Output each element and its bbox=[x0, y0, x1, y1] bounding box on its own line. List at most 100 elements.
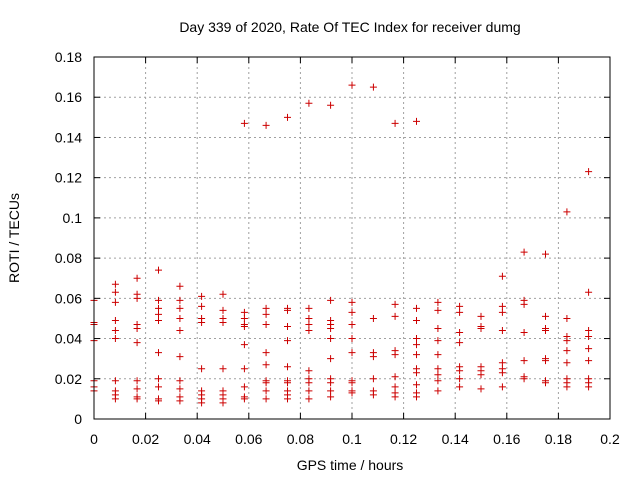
data-point-plus bbox=[176, 282, 184, 290]
data-point-plus bbox=[111, 327, 119, 335]
data-point-plus bbox=[498, 327, 506, 335]
data-point-plus bbox=[585, 327, 593, 335]
data-point-plus bbox=[348, 308, 356, 316]
data-point-plus bbox=[542, 250, 549, 258]
data-points bbox=[90, 81, 593, 407]
x-axis-label: GPS time / hours bbox=[297, 457, 404, 473]
data-point-plus bbox=[348, 298, 356, 306]
data-point-plus bbox=[327, 325, 335, 332]
data-point-plus bbox=[327, 355, 335, 363]
data-point-plus bbox=[305, 387, 313, 395]
y-tick-label: 0.16 bbox=[55, 89, 82, 105]
x-tick-label: 0.12 bbox=[390, 431, 417, 447]
data-point-plus bbox=[305, 304, 313, 312]
data-point-plus bbox=[155, 349, 162, 357]
data-point-plus bbox=[348, 81, 356, 89]
data-point-plus bbox=[434, 365, 442, 373]
data-point-plus bbox=[563, 314, 571, 322]
data-point-plus bbox=[477, 312, 485, 320]
data-point-plus bbox=[391, 351, 399, 359]
x-tick-label: 0.14 bbox=[442, 431, 469, 447]
data-point-plus bbox=[305, 314, 313, 322]
data-point-plus bbox=[434, 351, 442, 359]
data-point-plus bbox=[391, 300, 399, 308]
data-point-plus bbox=[305, 379, 313, 387]
data-point-plus bbox=[348, 349, 356, 357]
x-tick-label: 0.16 bbox=[493, 431, 520, 447]
data-point-plus bbox=[198, 365, 206, 373]
data-point-plus bbox=[219, 399, 227, 407]
y-tick-label: 0.06 bbox=[55, 290, 82, 306]
x-tick-label: 0.2 bbox=[600, 431, 620, 447]
data-point-plus bbox=[176, 314, 184, 322]
data-point-plus bbox=[305, 395, 313, 403]
data-point-plus bbox=[327, 387, 335, 395]
data-point-plus bbox=[198, 399, 206, 407]
data-point-plus bbox=[413, 381, 420, 389]
data-point-plus bbox=[111, 280, 119, 288]
data-point-plus bbox=[155, 296, 162, 304]
data-point-plus bbox=[585, 288, 593, 296]
grid-lines bbox=[94, 57, 610, 419]
data-point-plus bbox=[111, 395, 119, 403]
data-point-plus bbox=[219, 318, 227, 326]
data-point-plus bbox=[284, 306, 291, 314]
data-point-plus bbox=[498, 272, 506, 280]
data-point-plus bbox=[348, 320, 356, 328]
data-point-plus bbox=[369, 314, 377, 322]
data-point-plus bbox=[391, 383, 399, 391]
data-point-plus bbox=[456, 367, 464, 375]
data-point-plus bbox=[498, 302, 506, 310]
data-point-plus bbox=[520, 329, 528, 337]
data-point-plus bbox=[369, 83, 377, 91]
data-point-plus bbox=[133, 385, 141, 393]
data-point-plus bbox=[240, 308, 248, 316]
data-point-plus bbox=[413, 351, 420, 359]
data-point-plus bbox=[456, 329, 464, 337]
y-axis-label: ROTI / TECUs bbox=[6, 193, 22, 283]
data-point-plus bbox=[198, 292, 206, 300]
data-point-plus bbox=[262, 320, 270, 328]
data-point-plus bbox=[369, 391, 377, 399]
data-point-plus bbox=[155, 383, 162, 391]
data-point-plus bbox=[198, 302, 206, 310]
data-point-plus bbox=[284, 395, 291, 403]
data-point-plus bbox=[111, 316, 119, 324]
data-point-plus bbox=[520, 357, 528, 365]
data-point-plus bbox=[198, 318, 206, 326]
data-point-plus bbox=[391, 393, 399, 401]
data-point-plus bbox=[434, 377, 442, 385]
data-point-plus bbox=[456, 383, 464, 391]
data-point-plus bbox=[219, 365, 227, 373]
data-point-plus bbox=[176, 296, 184, 304]
x-tick-label: 0 bbox=[90, 431, 98, 447]
data-point-plus bbox=[133, 395, 141, 403]
data-point-plus bbox=[327, 379, 335, 387]
y-tick-label: 0.18 bbox=[55, 49, 82, 65]
data-point-plus bbox=[498, 369, 506, 377]
data-point-plus bbox=[585, 333, 593, 341]
data-point-plus bbox=[434, 387, 442, 395]
data-point-plus bbox=[133, 274, 141, 282]
y-tick-label: 0.1 bbox=[63, 210, 83, 226]
data-point-plus bbox=[262, 121, 270, 129]
data-point-plus bbox=[133, 294, 141, 302]
data-point-plus bbox=[563, 347, 571, 355]
data-point-plus bbox=[262, 310, 270, 318]
data-point-plus bbox=[155, 304, 162, 312]
data-point-plus bbox=[284, 363, 291, 371]
data-point-plus bbox=[456, 308, 464, 316]
chart-title: Day 339 of 2020, Rate Of TEC Index for r… bbox=[179, 19, 520, 35]
data-point-plus bbox=[240, 322, 248, 330]
data-point-plus bbox=[262, 361, 270, 369]
data-point-plus bbox=[456, 339, 464, 347]
data-point-plus bbox=[585, 168, 593, 176]
data-point-plus bbox=[284, 337, 291, 345]
data-point-plus bbox=[176, 397, 184, 405]
y-tick-label: 0.04 bbox=[55, 331, 82, 347]
data-point-plus bbox=[111, 335, 119, 343]
data-point-plus bbox=[176, 304, 184, 312]
data-point-plus bbox=[391, 312, 399, 320]
data-point-plus bbox=[369, 375, 377, 383]
data-point-plus bbox=[262, 304, 270, 312]
